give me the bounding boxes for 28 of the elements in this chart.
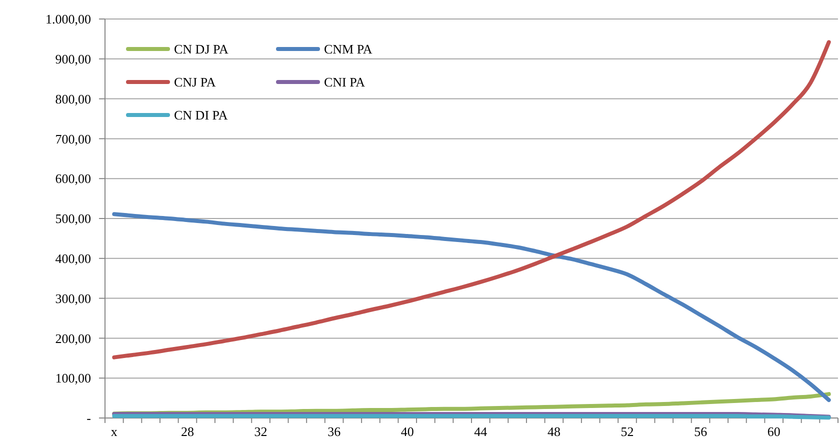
line-series — [112, 40, 831, 360]
y-tick-label: 700,00 — [55, 131, 91, 146]
y-tick-label: 500,00 — [55, 211, 91, 226]
x-tick-label: 60 — [767, 424, 780, 439]
y-tick-label: 400,00 — [55, 250, 91, 266]
legend-label: CN DI PA — [174, 108, 228, 123]
legend-label: CNM PA — [324, 42, 373, 57]
legend-label: CNJ PA — [174, 74, 216, 90]
x-tick-label: 48 — [547, 424, 560, 439]
y-tick-label: 800,00 — [55, 91, 91, 106]
x-tick-label: 40 — [400, 424, 414, 439]
x-tick-label: 36 — [328, 424, 342, 439]
y-tick-label: 300,00 — [55, 290, 91, 306]
x-tick-label: 56 — [694, 424, 708, 439]
y-tick-label: 1.000,00 — [46, 12, 91, 27]
y-tick-label: 900,00 — [55, 51, 91, 66]
x-tick-label: x — [110, 424, 118, 439]
y-tick-label: 200,00 — [55, 330, 91, 346]
legend-label: CN DJ PA — [174, 42, 230, 57]
x-tick-label: 28 — [180, 424, 194, 439]
y-tick-label: - — [86, 410, 91, 426]
y-tick-label: 600,00 — [55, 171, 91, 186]
x-tick-label: 44 — [474, 424, 488, 439]
x-tick-label: 32 — [254, 424, 268, 439]
line-series — [112, 212, 831, 402]
y-tick-label: 100,00 — [55, 370, 91, 386]
x-tick-label: 52 — [620, 424, 634, 439]
legend-label: CNI PA — [324, 74, 366, 90]
